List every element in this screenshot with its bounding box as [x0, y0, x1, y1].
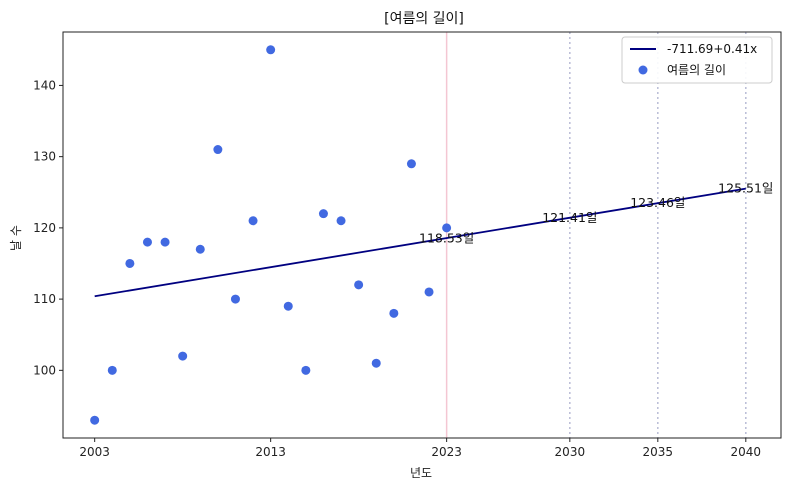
- data-point-2020: [389, 308, 399, 318]
- legend-label-trend: -711.69+0.41x: [667, 42, 757, 56]
- data-point-2013: [266, 45, 276, 55]
- data-point-2005: [125, 258, 135, 268]
- trend-line: [94, 187, 746, 298]
- data-point-2008: [178, 351, 188, 361]
- scatter-points: [90, 45, 452, 425]
- y-tick-label-100: 100: [33, 363, 56, 377]
- data-point-2015: [301, 365, 311, 375]
- y-axis-ticks: 100 110 120 130 140: [33, 78, 63, 377]
- legend: -711.69+0.41x 여름의 길이: [621, 36, 773, 84]
- y-axis-label: 날 수: [9, 225, 23, 251]
- data-point-2021: [406, 159, 416, 169]
- data-point-2004: [107, 365, 117, 375]
- data-point-2019: [371, 358, 381, 368]
- legend-box: [621, 36, 773, 84]
- y-tick-label-110: 110: [33, 292, 56, 306]
- legend-label-points: 여름의 길이: [667, 63, 726, 77]
- trend-line-group: [94, 187, 746, 298]
- plot-area-frame: [62, 31, 782, 439]
- data-point-2009: [195, 244, 205, 254]
- data-point-2011: [230, 294, 240, 304]
- y-tick-label-140: 140: [33, 78, 56, 92]
- data-point-2016: [318, 209, 328, 219]
- data-point-2012: [248, 216, 258, 226]
- x-axis-label: 년도: [410, 466, 432, 480]
- x-tick-label-2030: 2030: [555, 445, 586, 459]
- chart-title: [여름의 길이]: [384, 11, 464, 27]
- annotation-2030: 121.41일: [542, 210, 597, 225]
- legend-marker-swatch: [638, 65, 648, 75]
- x-tick-label-2013: 2013: [255, 445, 286, 459]
- annotation-2035: 123.46일: [630, 195, 685, 210]
- x-axis-ticks: 2003 2013 2023 2030 2035 2040: [79, 438, 761, 459]
- data-point-2010: [213, 145, 223, 155]
- data-point-2022: [424, 287, 434, 297]
- x-tick-label-2003: 2003: [79, 445, 110, 459]
- data-point-2014: [283, 301, 293, 311]
- x-tick-label-2035: 2035: [643, 445, 674, 459]
- data-point-2017: [336, 216, 346, 226]
- data-point-2003: [90, 415, 100, 425]
- y-tick-label-120: 120: [33, 221, 56, 235]
- reference-lines: [445, 32, 747, 438]
- data-point-2007: [160, 237, 170, 247]
- y-tick-label-130: 130: [33, 150, 56, 164]
- data-point-2023: [442, 223, 452, 233]
- data-point-2018: [354, 280, 364, 290]
- annotations: 118.53일 121.41일 123.46일 125.51일: [419, 181, 773, 246]
- x-tick-label-2023: 2023: [431, 445, 462, 459]
- data-point-2006: [142, 237, 152, 247]
- annotation-2023: 118.53일: [419, 230, 474, 245]
- x-tick-label-2040: 2040: [731, 445, 762, 459]
- annotation-2040: 125.51일: [718, 181, 773, 196]
